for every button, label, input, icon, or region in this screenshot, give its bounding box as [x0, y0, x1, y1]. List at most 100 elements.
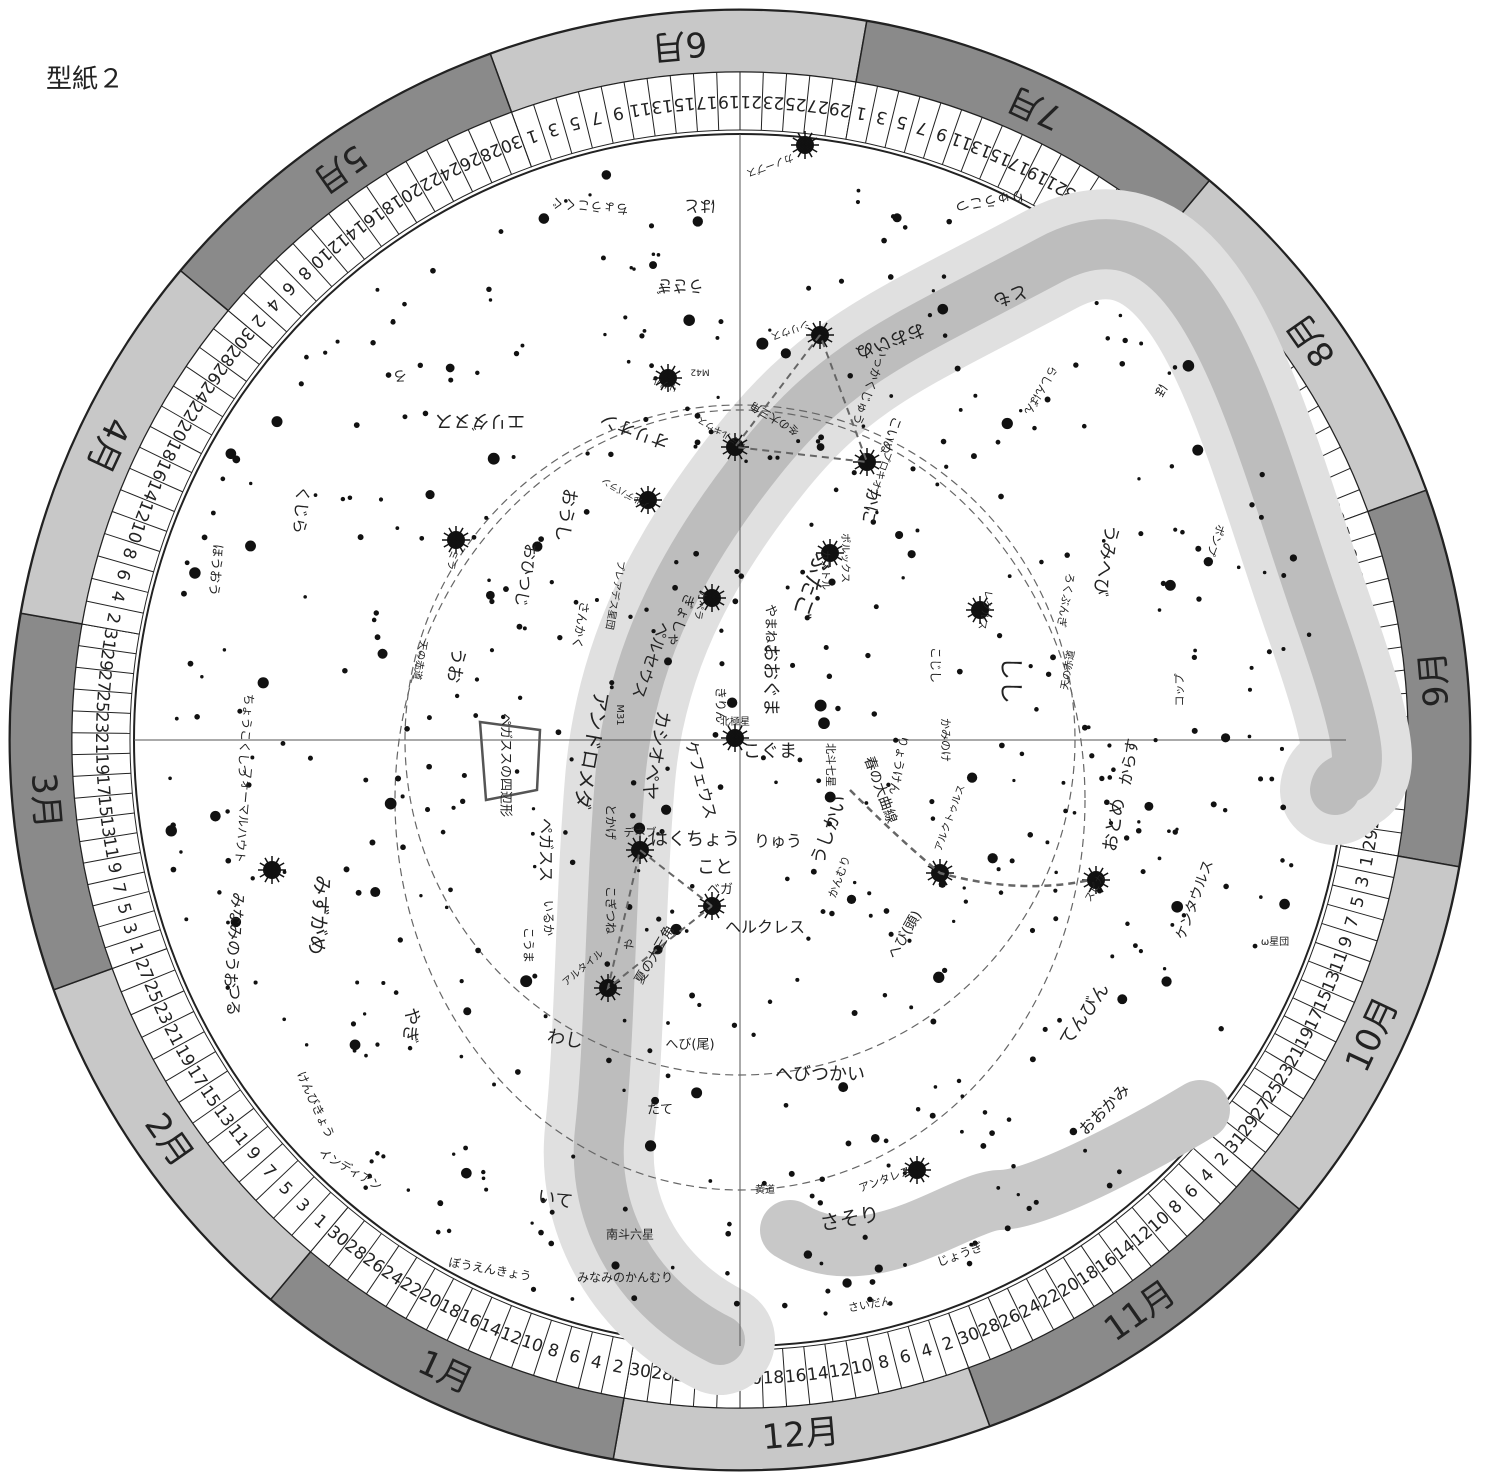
- star: [744, 459, 748, 464]
- star: [1125, 921, 1130, 927]
- star-ray: [979, 602, 993, 611]
- star-ray: [734, 725, 743, 739]
- pegasus-square: [478, 720, 542, 802]
- star: [890, 214, 896, 219]
- star: [867, 891, 872, 896]
- star: [355, 980, 360, 985]
- star: [459, 979, 464, 984]
- star: [966, 1260, 973, 1267]
- star: [1160, 580, 1167, 587]
- star: [492, 1082, 496, 1087]
- day-divider: [884, 91, 900, 148]
- star: [933, 971, 945, 983]
- star: [1061, 780, 1066, 785]
- day-divider: [72, 710, 131, 714]
- star-ray: [647, 487, 656, 501]
- star: [1170, 922, 1175, 927]
- star: [474, 677, 480, 682]
- star: [818, 434, 825, 441]
- star: [717, 784, 724, 790]
- star: [1280, 804, 1287, 811]
- star: [1203, 556, 1214, 567]
- star: [852, 880, 857, 885]
- star: [1029, 1056, 1036, 1063]
- day-label: 30: [628, 1360, 653, 1383]
- day-label: 19: [718, 91, 740, 111]
- star: [895, 530, 904, 540]
- star: [1281, 646, 1286, 652]
- star: [632, 267, 636, 271]
- star-ray: [699, 590, 713, 599]
- day-divider: [511, 112, 532, 167]
- star: [1135, 827, 1142, 834]
- day-label: 2: [102, 611, 124, 625]
- star-ray: [455, 527, 464, 541]
- day-label: 19: [91, 753, 112, 775]
- sky-label: こぎつね: [604, 886, 618, 934]
- star: [406, 1188, 411, 1192]
- day-divider: [346, 1233, 382, 1281]
- star: [1069, 1127, 1078, 1136]
- star-ray: [627, 849, 641, 858]
- star: [1122, 337, 1128, 344]
- day-divider: [1300, 979, 1355, 1003]
- star: [194, 714, 200, 720]
- star: [1072, 810, 1077, 815]
- day-divider: [275, 259, 317, 302]
- star: [563, 830, 568, 835]
- star: [973, 393, 978, 398]
- star: [970, 453, 977, 460]
- star-ray: [804, 144, 818, 153]
- star-ray: [854, 454, 868, 463]
- star-ray: [264, 869, 273, 883]
- star-ray: [829, 545, 843, 554]
- day-label: 11: [98, 835, 121, 860]
- star: [1191, 727, 1198, 734]
- star: [543, 1014, 548, 1019]
- day-label: 8: [876, 1352, 891, 1374]
- star: [642, 328, 647, 333]
- day-divider: [511, 1313, 532, 1368]
- star: [628, 614, 633, 620]
- star: [672, 584, 678, 591]
- star: [531, 807, 536, 811]
- star: [200, 675, 204, 679]
- star: [304, 1043, 309, 1047]
- star: [982, 1110, 988, 1115]
- star-ray: [639, 842, 653, 851]
- day-divider: [161, 405, 212, 436]
- day-label: 21: [740, 91, 762, 111]
- star: [665, 766, 670, 771]
- star: [1033, 1199, 1039, 1205]
- star: [886, 1163, 891, 1168]
- star-ray: [632, 837, 641, 851]
- day-divider: [86, 600, 144, 614]
- star: [1223, 883, 1229, 890]
- star-ray: [443, 532, 457, 541]
- star: [825, 1288, 831, 1294]
- day-label: 4: [106, 589, 128, 604]
- star: [856, 188, 861, 193]
- stars: [165, 131, 1312, 1316]
- star: [384, 797, 397, 810]
- day-label: 9: [611, 102, 625, 124]
- day-label: 9: [103, 861, 125, 876]
- star: [352, 1048, 357, 1053]
- star: [1167, 829, 1171, 834]
- day-divider: [328, 213, 365, 260]
- star: [691, 1087, 703, 1099]
- star: [980, 1143, 987, 1149]
- day-divider: [1219, 1116, 1266, 1153]
- star: [1089, 753, 1095, 759]
- star: [1210, 801, 1217, 808]
- star-ray: [647, 499, 661, 508]
- star-ray: [734, 446, 743, 460]
- star: [644, 1140, 657, 1152]
- star: [656, 832, 660, 836]
- star: [882, 992, 888, 998]
- star: [838, 278, 845, 284]
- star: [887, 1301, 893, 1306]
- day-divider: [489, 1305, 512, 1360]
- star: [956, 668, 963, 675]
- day-divider: [555, 1326, 573, 1383]
